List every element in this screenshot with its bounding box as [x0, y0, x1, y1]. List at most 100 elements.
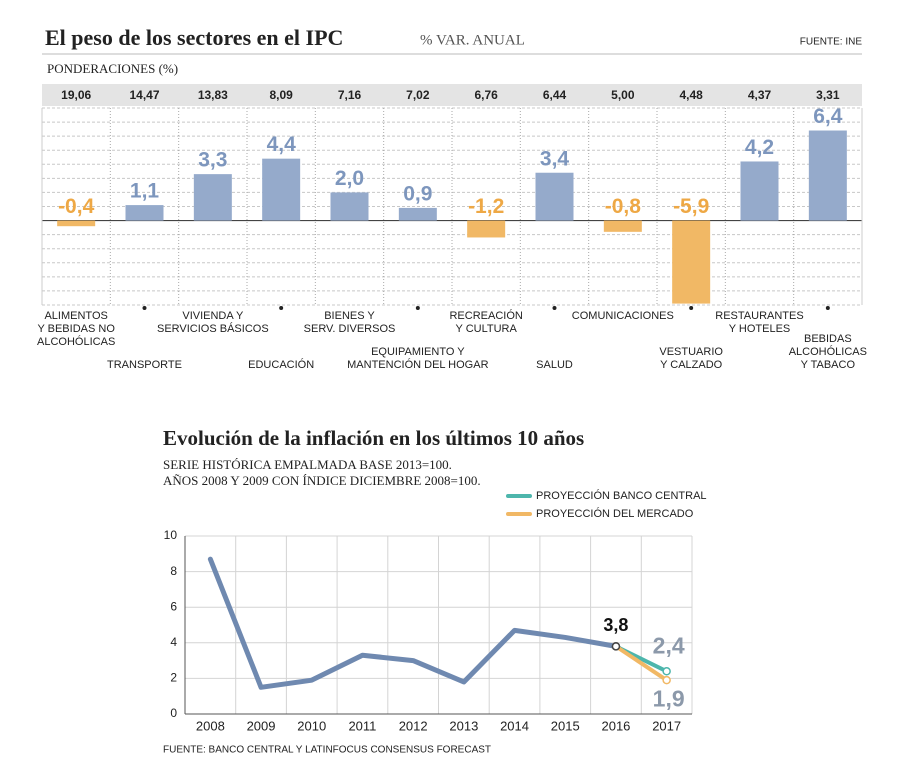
bar [57, 220, 96, 227]
x-tick-label: MANTENCIÓN DEL HOGAR [347, 358, 488, 371]
point-marker [662, 667, 671, 676]
x-tick-label: Y TABACO [801, 359, 856, 371]
value-label: 4,4 [267, 133, 297, 156]
chart-subtitle: SERIE HISTÓRICA EMPALMADA BASE 2013=100. [163, 457, 452, 472]
value-label: 4,2 [745, 136, 774, 159]
x-tick-label: RECREACIÓN [449, 309, 522, 322]
x-tick-label: ALIMENTOS [44, 310, 107, 322]
chart-subtitle: % VAR. ANUAL [420, 32, 525, 48]
source: FUENTE: BANCO CENTRAL Y LATINFOCUS CONSE… [163, 745, 491, 756]
x-tick-label: TRANSPORTE [107, 359, 182, 371]
x-tick-label: 2008 [196, 718, 225, 733]
bar [398, 207, 437, 221]
x-tick-label: VIVIENDA Y [182, 310, 244, 322]
weight-label: 5,00 [611, 88, 635, 102]
x-tick-label: ALCOHÓLICAS [789, 345, 867, 358]
weight-label: 14,47 [129, 88, 159, 102]
point-marker [662, 675, 671, 685]
x-tick-label: 2017 [652, 718, 681, 733]
chart-subtitle: AÑOS 2008 Y 2009 CON ÍNDICE DICIEMBRE 20… [163, 473, 481, 488]
bar [193, 174, 232, 221]
value-label: 0,9 [403, 182, 432, 205]
x-tick-label: 2009 [247, 718, 276, 733]
y-tick-label: 8 [170, 564, 177, 578]
weight-label: 6,76 [474, 88, 498, 102]
bar [535, 172, 574, 221]
value-label: -0,4 [58, 195, 95, 218]
weight-label: 8,09 [269, 88, 293, 102]
y-tick-label: 4 [170, 635, 177, 649]
chart-title: El peso de los sectores en el IPC [45, 25, 343, 50]
series-line [207, 556, 619, 690]
x-tick-label: Y CALZADO [660, 359, 723, 371]
point-marker [611, 642, 621, 651]
value-label: 3,3 [198, 149, 227, 172]
bar [467, 220, 506, 238]
weights-title: PONDERACIONES (%) [47, 61, 178, 76]
value-label: 2,0 [335, 167, 364, 190]
x-tick-label: 2014 [500, 718, 529, 733]
x-tick-label: SERVICIOS BÁSICOS [157, 322, 269, 335]
value-label: -1,2 [468, 195, 504, 218]
y-tick-label: 0 [170, 706, 177, 720]
weight-label: 4,37 [748, 88, 772, 102]
label-dot [689, 306, 694, 310]
bar [740, 161, 779, 221]
legend-label: PROYECCIÓN BANCO CENTRAL [536, 489, 707, 502]
x-tick-label: RESTAURANTES [715, 310, 803, 322]
bar [262, 158, 301, 221]
x-tick-label: 2016 [601, 718, 630, 733]
x-tick-label: 2010 [297, 718, 326, 733]
x-tick-label: BEBIDAS [804, 333, 852, 345]
x-tick-label: ALCOHÓLICAS [37, 335, 115, 348]
value-label: 1,1 [130, 180, 160, 203]
series-line [613, 644, 669, 683]
weight-label: 6,44 [543, 88, 567, 102]
y-tick-label: 10 [164, 528, 178, 542]
x-tick-label: 2011 [348, 718, 376, 733]
value-label: 1,9 [653, 685, 685, 711]
bar [125, 205, 164, 221]
value-label: 6,4 [813, 105, 843, 128]
x-tick-label: 2013 [449, 718, 478, 733]
x-tick-label: BIENES Y [324, 310, 375, 322]
x-tick-label: 2012 [399, 718, 428, 733]
weight-label: 4,48 [679, 88, 703, 102]
weight-label: 13,83 [198, 88, 228, 102]
label-dot [142, 306, 147, 310]
value-label: 3,4 [540, 147, 570, 170]
x-tick-label: VESTUARIO [659, 346, 723, 358]
x-tick-label: Y HOTELES [729, 323, 791, 335]
x-tick-label: EQUIPAMIENTO Y [371, 346, 465, 358]
chart-title: Evolución de la inflación en los últimos… [163, 426, 584, 450]
y-tick-label: 6 [170, 599, 177, 613]
bar [808, 130, 847, 221]
x-tick-label: Y BEBIDAS NO [37, 323, 115, 335]
y-tick-label: 2 [170, 671, 177, 685]
x-tick-label: EDUCACIÓN [248, 358, 314, 371]
weight-label: 3,31 [816, 88, 840, 102]
label-dot [415, 306, 420, 310]
label-dot [552, 306, 557, 310]
weight-label: 7,02 [406, 88, 430, 102]
bar [603, 220, 642, 232]
label-dot [825, 306, 830, 310]
x-tick-label: COMUNICACIONES [572, 310, 674, 322]
legend-label: PROYECCIÓN DEL MERCADO [536, 507, 694, 520]
weight-label: 19,06 [61, 88, 91, 102]
source: FUENTE: INE [800, 37, 863, 48]
bar [330, 192, 369, 221]
x-tick-label: 2015 [551, 718, 580, 733]
value-label: -5,9 [673, 195, 709, 218]
x-tick-label: Y CULTURA [456, 323, 518, 335]
label-dot [279, 306, 284, 310]
bar [672, 220, 711, 304]
value-label: 3,8 [603, 615, 628, 635]
value-label: 2,4 [653, 632, 685, 658]
x-tick-label: SERV. DIVERSOS [304, 323, 396, 335]
weights-band [42, 84, 862, 106]
value-label: -0,8 [605, 195, 642, 218]
weight-label: 7,16 [338, 88, 362, 102]
x-tick-label: SALUD [536, 359, 573, 371]
